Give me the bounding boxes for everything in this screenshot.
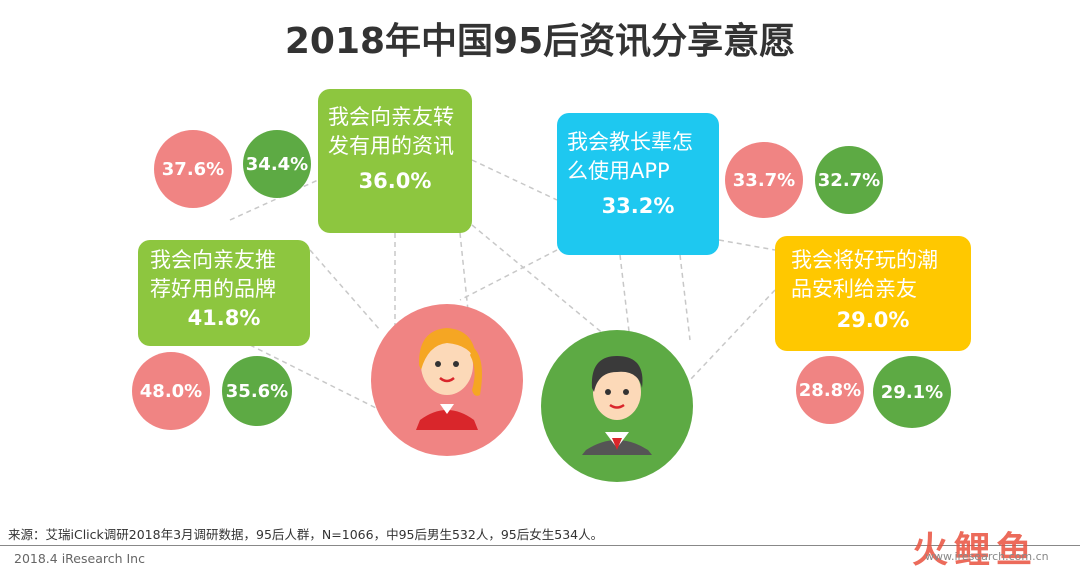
category-total-value: 41.8% (187, 306, 261, 330)
category-label: 我会教长辈怎 (567, 130, 693, 154)
footer-date: 2018.4 iResearch Inc (14, 551, 145, 566)
male-value-circle: 35.6% (222, 356, 292, 426)
category-label: 品安利给亲友 (791, 277, 917, 301)
category-box-recommend-brand: 我会向亲友推 荐好用的品牌 41.8% (138, 240, 310, 346)
watermark-brand: 火鲤鱼 (912, 530, 1039, 571)
category-total-value: 29.0% (836, 308, 910, 332)
connector-line (471, 224, 618, 346)
connector-line (619, 254, 631, 341)
category-label: 我会向亲友转 (328, 105, 454, 129)
female-value-circle: 48.0% (132, 352, 210, 430)
category-box-share-trendy-items: 我会将好玩的潮 品安利给亲友 29.0% (775, 236, 971, 351)
page-title: 2018年中国95后资讯分享意愿 (284, 21, 796, 62)
connector-line (459, 249, 558, 301)
connector-line (309, 249, 381, 331)
female-value-circle: 33.7% (725, 142, 803, 218)
female-value-circle: 37.6% (154, 130, 232, 208)
connector-line (229, 179, 319, 221)
category-label: 么使用APP (567, 159, 670, 183)
male-value-circle: 29.1% (873, 356, 951, 428)
watermark-url: www.iresearch.com.cn (925, 550, 1049, 563)
connector-lines (229, 159, 776, 421)
connector-line (718, 239, 776, 251)
category-total-value: 36.0% (358, 169, 432, 193)
male-value-circle: 34.4% (243, 130, 311, 198)
category-box-forward-info: 我会向亲友转 发有用的资讯 36.0% (318, 89, 472, 233)
category-label: 发有用的资讯 (328, 134, 454, 158)
footer-source: 来源：艾瑞iClick调研2018年3月调研数据，95后人群，N=1066，中9… (8, 527, 604, 542)
category-box-teach-elders-app: 我会教长辈怎 么使用APP 33.2% (557, 113, 719, 255)
male-avatar-icon (541, 330, 693, 482)
female-value-circle: 28.8% (796, 356, 864, 424)
connector-line (689, 289, 776, 381)
category-label: 我会向亲友推 (150, 248, 276, 272)
category-label: 我会将好玩的潮 (791, 248, 938, 272)
footer-divider (0, 545, 1080, 546)
category-label: 荐好用的品牌 (150, 277, 276, 301)
connector-line (249, 344, 401, 421)
male-value-circle: 32.7% (815, 146, 883, 214)
connector-line (471, 159, 558, 201)
female-avatar-icon (371, 304, 523, 456)
category-total-value: 33.2% (601, 194, 675, 218)
connector-line (679, 254, 691, 341)
